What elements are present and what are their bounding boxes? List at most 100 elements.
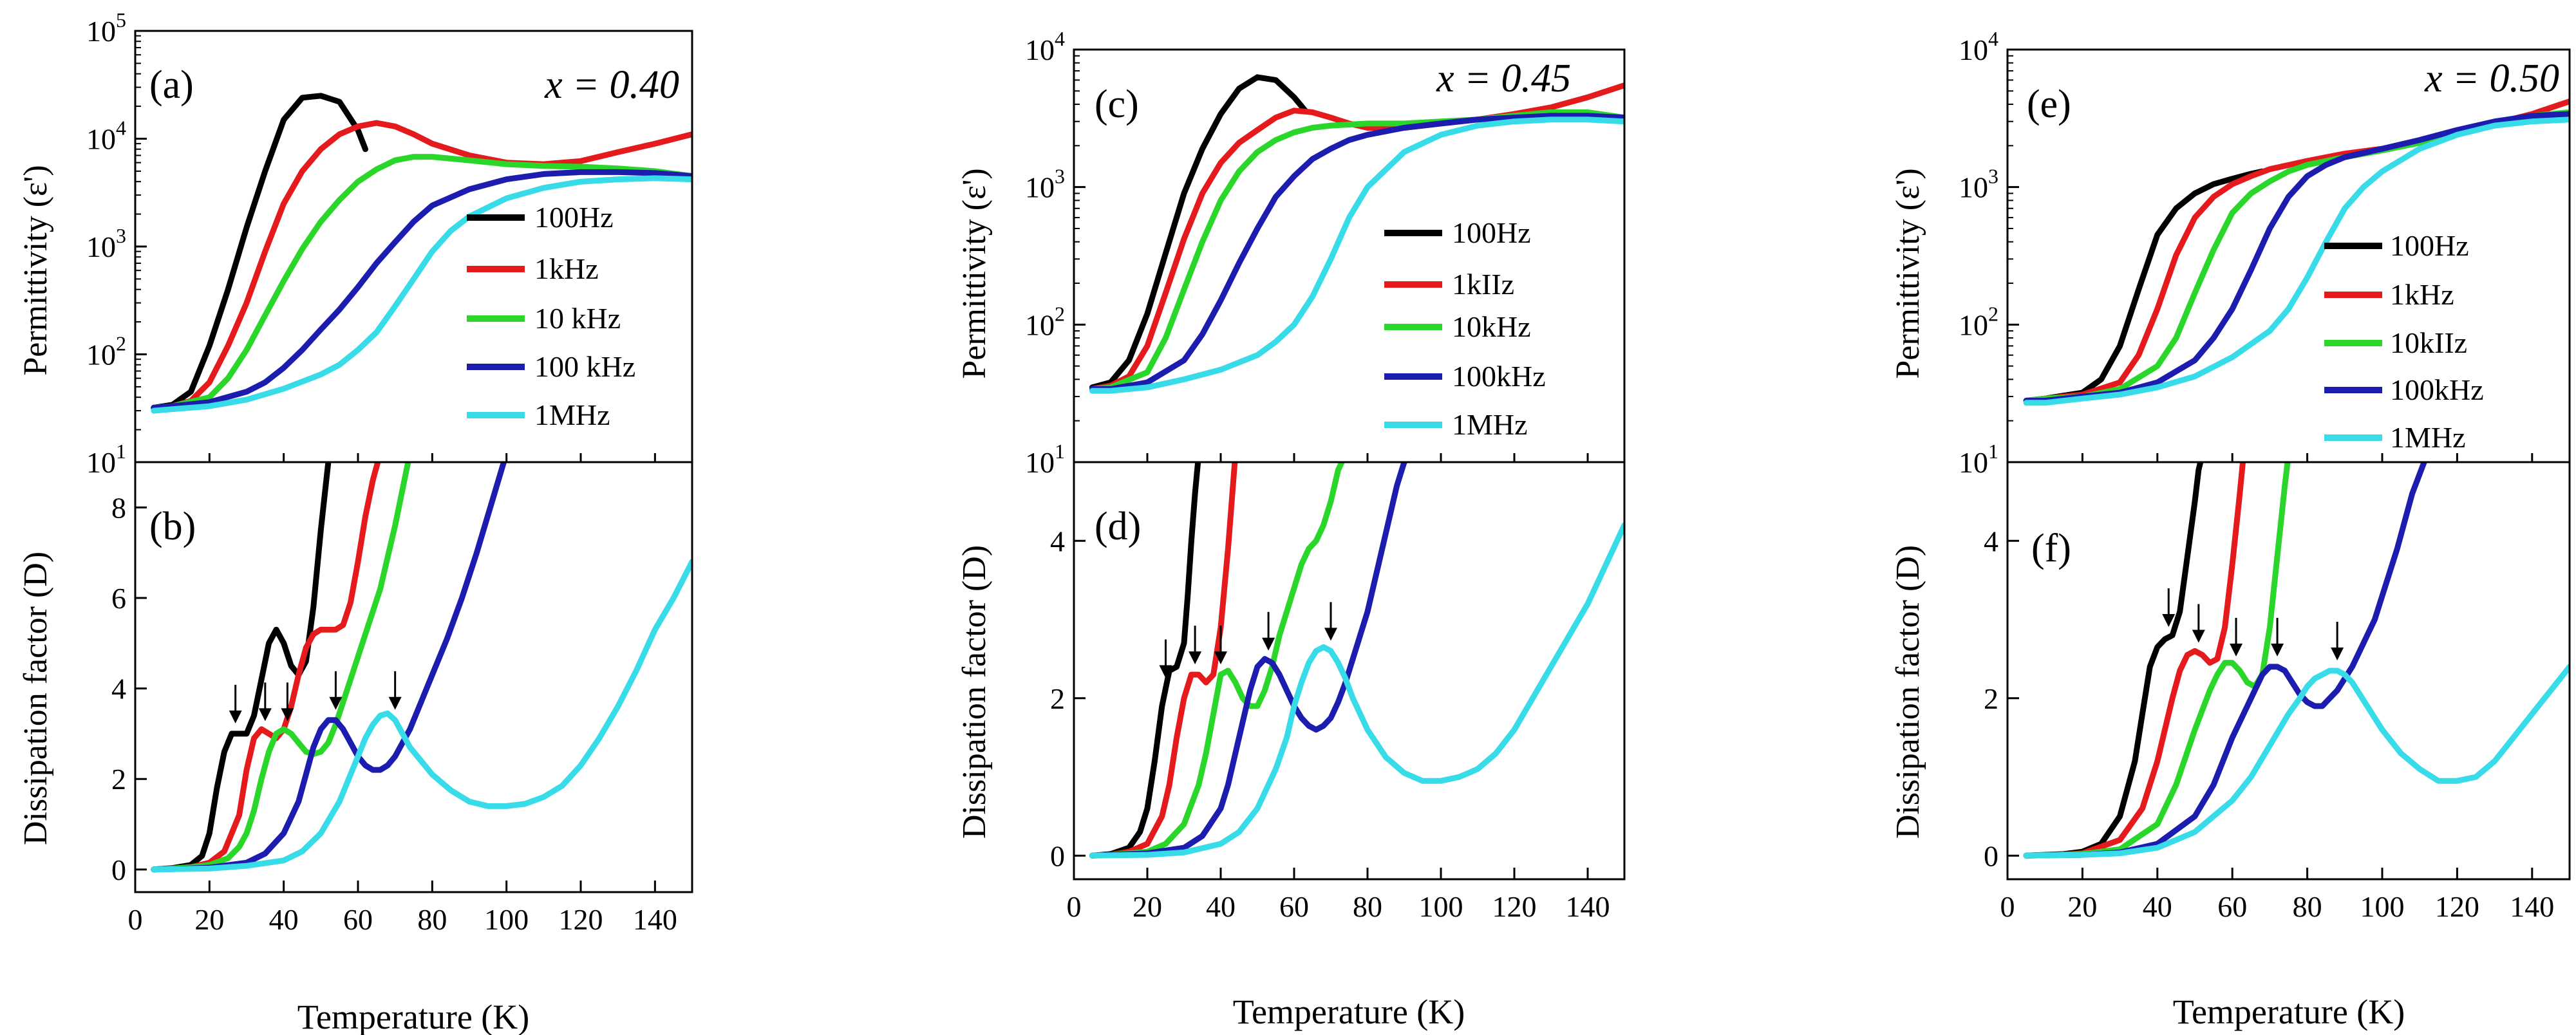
panel-label-e: (e) <box>2027 82 2071 126</box>
dissipation-line-100khz <box>2023 462 2427 859</box>
peak-arrow-icon <box>1214 626 1227 665</box>
ytick-label: 104 <box>86 117 126 156</box>
dissipation-line-100hz <box>151 462 332 873</box>
dissipation-line-100khz <box>151 462 507 873</box>
ytick-label: 2 <box>111 763 126 796</box>
legend-label-100hz: 100Hz <box>2390 229 2469 262</box>
legend-label-1khz: 1kIIz <box>1452 268 1514 301</box>
xtick-label: 140 <box>1566 890 1610 923</box>
dissipation-line-1kiiz <box>1089 462 1238 859</box>
peak-arrow-icon <box>388 671 402 710</box>
composition-label: x = 0.50 <box>2424 57 2559 100</box>
permittivity-line-10kiiz <box>2023 109 2570 404</box>
peak-arrow-icon <box>2230 617 2243 657</box>
plot-c-yticks: 101 102 103 104 <box>1025 27 1086 479</box>
legend-label-100hz: 100Hz <box>534 201 614 234</box>
xtick-label: 0 <box>1067 890 1082 923</box>
ytick-label: 103 <box>1959 165 1998 204</box>
legend-label-1mhz: 1MHz <box>2390 421 2466 454</box>
plot-d-arrows <box>1159 602 1337 678</box>
ytick-label: 8 <box>111 491 126 524</box>
ytick-label: 4 <box>1984 525 1998 557</box>
plot-c-series <box>1089 74 1624 394</box>
plot-f-arrows <box>2162 588 2344 660</box>
xtick-label: 20 <box>2067 890 2097 923</box>
xtick-label: 120 <box>1492 890 1537 923</box>
plot-b-series <box>151 462 692 873</box>
xlabel-temperature: Temperature (K) <box>1233 993 1465 1031</box>
panel-label-f: (f) <box>2031 527 2071 570</box>
peak-arrow-icon <box>258 682 272 722</box>
plot-f-xticks: 0 20 40 60 80 100 120 140 <box>2000 453 2554 923</box>
peak-arrow-icon <box>2331 622 2344 660</box>
xtick-label: 120 <box>559 903 603 936</box>
peak-arrow-icon <box>281 682 294 722</box>
ytick-label: 4 <box>111 673 126 705</box>
legend-label-1mhz: 1MHz <box>1452 408 1528 441</box>
ytick-label: 4 <box>1050 525 1065 557</box>
ytick-label: 104 <box>1959 27 1998 66</box>
ytick-label: 2 <box>1050 682 1065 715</box>
permittivity-line-10khz <box>1089 109 1624 392</box>
xtick-label: 60 <box>343 903 373 936</box>
ytick-label: 103 <box>1025 165 1065 204</box>
peak-arrow-icon <box>1159 639 1172 678</box>
legend-label-10khz: 10kIIz <box>2390 326 2467 359</box>
peak-arrow-icon <box>1324 602 1337 641</box>
dissipation-line-1mhz <box>2023 664 2570 859</box>
plot-d-series <box>1089 462 1624 859</box>
xtick-label: 40 <box>1206 890 1236 923</box>
panel-label-b: (b) <box>149 505 196 548</box>
plot-b-arrows <box>229 671 402 723</box>
composition-label: x = 0.45 <box>1436 57 1571 100</box>
xtick-label: 140 <box>633 903 677 936</box>
ylabel-permittivity: Permittivity (ε') <box>1890 168 1926 378</box>
ytick-label: 103 <box>86 224 126 263</box>
dissipation-line-100hz <box>1089 462 1201 859</box>
xtick-label: 120 <box>2435 890 2479 923</box>
ylabel-dissipation: Dissipation factor (D) <box>1890 545 1926 839</box>
xtick-label: 100 <box>1419 890 1463 923</box>
xtick-label: 40 <box>269 903 299 936</box>
ylabel-dissipation: Dissipation factor (D) <box>17 552 54 845</box>
legend-label-1khz: 1kHz <box>2390 278 2454 311</box>
panel-label-d: (d) <box>1095 505 1141 548</box>
ytick-label: 6 <box>111 582 126 615</box>
ytick-label: 104 <box>1025 27 1065 66</box>
legend-label-1khz: 1kHz <box>534 252 599 285</box>
permittivity-line-100khz <box>1089 113 1624 392</box>
ytick-label: 105 <box>86 8 126 48</box>
legend-label-100khz: 100 kHz <box>534 350 635 383</box>
peak-arrow-icon <box>1262 611 1275 651</box>
permittivity-line-1khz <box>151 120 692 411</box>
xtick-label: 0 <box>128 903 143 936</box>
ytick-label: 102 <box>1959 302 1998 341</box>
plot-f-yticks: 0 2 4 <box>1984 525 2019 872</box>
plot-d-xticks: 0 20 40 60 80 100 120 140 <box>1067 453 1610 923</box>
legend: 100Hz 1kIIz 10kHz 100kHz 1MHz <box>1384 216 1546 441</box>
xtick-label: 40 <box>2143 890 2172 923</box>
xtick-label: 100 <box>2360 890 2405 923</box>
plot-a-yticks: 101 102 103 104 105 <box>86 8 147 479</box>
plot-e-yticks: 101 102 103 104 <box>1959 27 2019 479</box>
dissipation-line-1khz <box>151 462 381 873</box>
plot-d-frame <box>1073 461 1626 881</box>
ylabel-permittivity: Permittivity (ε') <box>956 168 993 378</box>
dissipation-line-1mhz <box>151 559 692 873</box>
dissipation-line-10kiiz <box>2023 462 2291 859</box>
legend-label-10khz: 10kHz <box>1452 310 1531 343</box>
panel-label-a: (a) <box>149 63 194 107</box>
legend-label-10khz: 10 kHz <box>534 302 621 335</box>
xlabel-temperature: Temperature (K) <box>2173 993 2405 1031</box>
plot-b-frame <box>134 461 693 893</box>
plot-b-yticks: 0 2 4 6 8 <box>111 491 147 886</box>
legend-label-100khz: 100kHz <box>2390 373 2484 406</box>
dissipation-line-1mhz <box>1089 522 1624 859</box>
peak-arrow-icon <box>2192 604 2205 643</box>
column-x040: 101 102 103 104 105 0 2 4 6 8 0 20 40 60 80 100 120 140… <box>17 8 693 1035</box>
ytick-label: 101 <box>1025 440 1065 479</box>
ytick-label: 102 <box>1025 302 1065 341</box>
plot-e-series <box>2023 98 2570 406</box>
